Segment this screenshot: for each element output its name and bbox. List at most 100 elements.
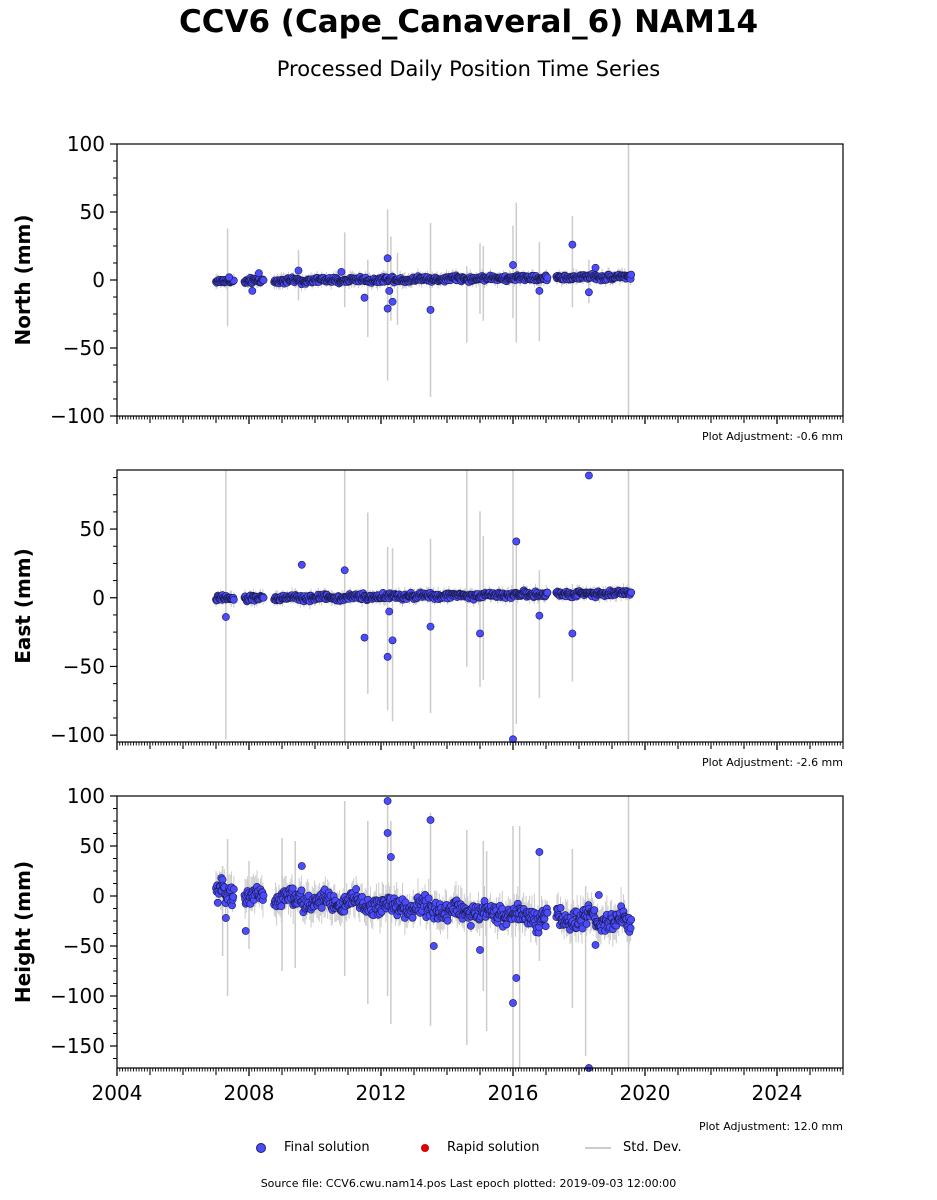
outlier-point (383, 304, 392, 313)
rapid-marker-icon (421, 1143, 429, 1152)
legend-rapid-label: Rapid solution (447, 1140, 540, 1155)
outlier-point (429, 942, 438, 950)
outlier-point (535, 611, 544, 620)
final-solution-point (543, 588, 552, 597)
outlier-point (360, 293, 369, 302)
final-solution-point (443, 916, 452, 925)
outlier-point (388, 636, 397, 645)
height-panel: 100 50 0 −50 −100 −150 2004 2008 2012 2016 2020 202… (11, 784, 844, 1133)
plot-adjustment: Plot Adjustment: -0.6 mm (702, 430, 843, 443)
outlier-point (585, 288, 593, 297)
legend-rapid: Rapid solution (421, 1138, 539, 1158)
y-tick-label: 100 (67, 784, 105, 808)
outlier-point (360, 633, 369, 642)
final-solution-point (259, 276, 268, 285)
final-solution-point (213, 898, 222, 907)
outlier-point (337, 267, 346, 276)
final-solution-point (229, 885, 238, 894)
final-solution-point (626, 924, 635, 933)
y-tick-label: 50 (80, 517, 105, 541)
y-tick-label: −100 (50, 404, 105, 428)
outlier-point (591, 941, 600, 949)
y-tick-label: 100 (67, 132, 105, 156)
outlier-point (385, 607, 394, 616)
outlier-point (221, 914, 230, 922)
outlier-point (388, 297, 397, 306)
final-solution-point (408, 913, 417, 922)
final-marker-icon (256, 1142, 266, 1153)
y-axis-label: North (mm) (11, 214, 35, 345)
final-solution-point (288, 884, 297, 893)
x-tick-label: 2024 (752, 1081, 803, 1105)
y-tick-label: −100 (50, 723, 105, 747)
outlier-point (297, 560, 306, 569)
x-tick-label: 2008 (224, 1081, 275, 1105)
final-solution-point (543, 908, 552, 917)
y-tick-label: 50 (80, 200, 105, 224)
outlier-point (426, 816, 435, 824)
chart-title: CCV6 (Cape_Canaveral_6) NAM14 (178, 4, 759, 40)
final-solution-point (556, 903, 565, 912)
outlier-point (294, 266, 303, 275)
north-panel: 100 50 0 −50 −100 North (mm) Plot Adjustment: … (11, 132, 844, 443)
outlier-point (426, 306, 435, 314)
east-panel: 50 0 −50 −100 East (mm) Plot Adjustment: -2.6… (11, 469, 844, 769)
outlier-point (254, 269, 263, 278)
legend-std: Std. Dev. (585, 1138, 682, 1158)
x-tick-label: 2020 (620, 1081, 671, 1105)
final-solution-point (259, 891, 268, 900)
final-solution-point (590, 906, 599, 915)
x-tick-label: 2012 (356, 1081, 407, 1105)
outlier-point (225, 273, 234, 282)
outlier-point (248, 286, 257, 295)
y-tick-label: −50 (63, 654, 105, 678)
y-tick-label: −150 (50, 1034, 105, 1058)
final-solution-point (627, 915, 636, 924)
legend-std-label: Std. Dev. (623, 1140, 682, 1155)
y-tick-label: 50 (80, 834, 105, 858)
outlier-point (383, 652, 392, 661)
outlier-point (594, 891, 603, 899)
y-axis-label: Height (mm) (11, 861, 35, 1003)
outlier-point (512, 537, 521, 546)
outlier-point (340, 566, 349, 575)
legend-final: Final solution (256, 1138, 370, 1158)
outlier-point (476, 629, 484, 638)
y-tick-label: 0 (92, 884, 105, 908)
outlier-point (383, 797, 392, 805)
outlier-point (568, 240, 577, 249)
outlier-point (297, 862, 306, 870)
final-solution-point (424, 894, 433, 903)
final-solution-point (543, 273, 552, 282)
plot-adjustment: Plot Adjustment: -2.6 mm (702, 756, 843, 769)
outlier-point (509, 999, 517, 1007)
outlier-point (383, 254, 392, 263)
outlier-point (568, 629, 577, 638)
legend-final-label: Final solution (284, 1140, 370, 1155)
y-tick-label: −50 (63, 934, 105, 958)
final-solution-point (317, 903, 326, 912)
y-tick-label: −100 (50, 984, 105, 1008)
final-solution-point (259, 593, 268, 602)
y-axis-label: East (mm) (11, 548, 35, 664)
final-solution-point (277, 902, 286, 911)
final-solution-point (627, 588, 636, 597)
final-solution-point (229, 892, 238, 901)
y-tick-label: 0 (92, 586, 105, 610)
outlier-point (591, 263, 600, 272)
chart-subtitle: Processed Daily Position Time Series (276, 57, 661, 81)
final-solution-point (352, 885, 361, 893)
final-solution-point (627, 270, 636, 279)
outlier-point (386, 853, 395, 861)
y-tick-label: −50 (63, 336, 105, 360)
outlier-point (509, 261, 517, 269)
outlier-point (585, 471, 593, 480)
final-solution-point (229, 595, 238, 604)
x-tick-label: 2016 (488, 1081, 539, 1105)
std-dev-line-icon (585, 1146, 611, 1149)
outlier-point (535, 848, 544, 856)
outlier-point (535, 286, 544, 295)
final-solution-point (297, 886, 306, 895)
outlier-point (385, 286, 394, 295)
